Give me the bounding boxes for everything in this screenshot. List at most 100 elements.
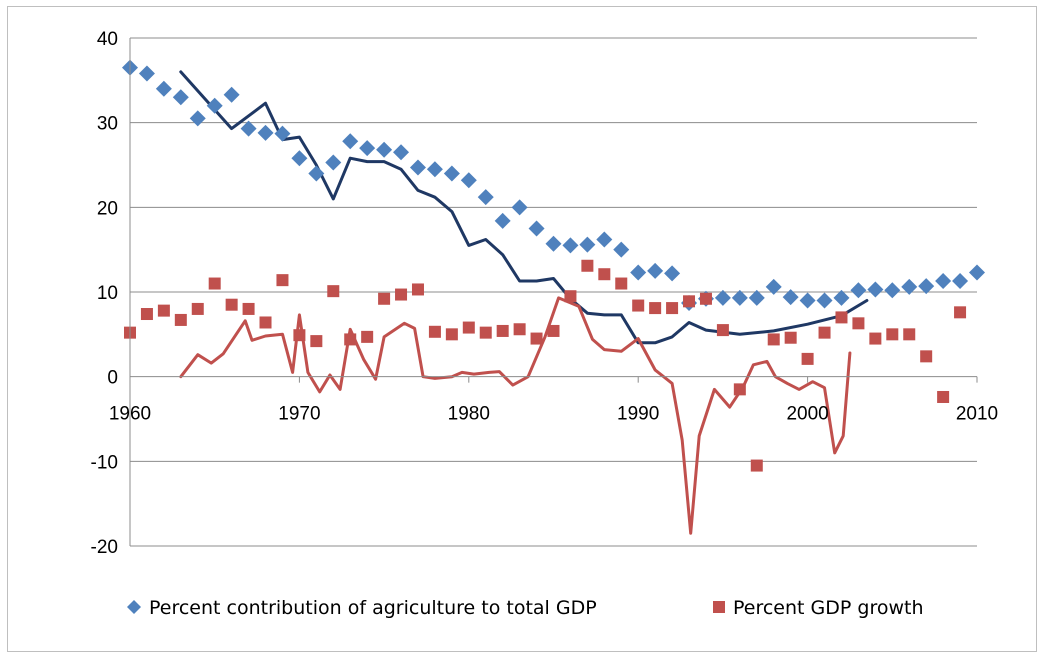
diamond-marker xyxy=(596,231,613,248)
diamond-marker xyxy=(613,241,630,258)
y-tick-label: 40 xyxy=(97,29,118,50)
diamond-marker xyxy=(477,189,494,206)
diamond-marker xyxy=(206,97,223,114)
x-tick-label: 1980 xyxy=(448,404,490,425)
square-marker xyxy=(666,302,679,315)
square-marker xyxy=(445,328,458,341)
diamond-marker xyxy=(528,220,545,237)
y-tick-label: 10 xyxy=(97,283,118,304)
square-marker xyxy=(157,304,170,317)
diamond-marker xyxy=(918,278,935,295)
trend-line-2 xyxy=(179,296,852,535)
square-marker xyxy=(564,290,577,303)
square-marker xyxy=(327,285,340,298)
square-marker xyxy=(818,326,831,339)
diamond-marker xyxy=(952,272,969,289)
x-tick-label: 1970 xyxy=(278,404,320,425)
square-marker xyxy=(920,350,933,363)
square-marker xyxy=(801,352,814,365)
square-marker xyxy=(954,306,967,319)
y-tick-label: 0 xyxy=(107,368,118,389)
square-marker xyxy=(276,274,289,287)
trend-line-1 xyxy=(179,70,869,345)
y-tick-label: 20 xyxy=(97,198,118,219)
square-marker xyxy=(903,328,916,341)
legend-label-gdp-growth: Percent GDP growth xyxy=(733,597,924,619)
square-marker xyxy=(496,324,509,337)
square-marker xyxy=(140,308,153,321)
diamond-marker xyxy=(833,289,850,306)
diamond-marker xyxy=(393,144,410,161)
diamond-marker xyxy=(325,154,342,171)
square-marker xyxy=(242,302,255,315)
diamond-marker xyxy=(901,278,918,295)
square-marker xyxy=(361,330,374,343)
square-marker xyxy=(174,313,187,326)
square-marker xyxy=(310,335,323,348)
square-marker xyxy=(479,326,492,339)
diamond-marker xyxy=(223,86,240,103)
diamond-marker xyxy=(969,264,985,281)
diamond-marker xyxy=(172,89,189,106)
square-marker xyxy=(581,259,594,272)
y-tick-label: 30 xyxy=(97,114,118,135)
square-marker xyxy=(649,302,662,315)
x-tick-label: 2010 xyxy=(956,404,998,425)
diamond-marker xyxy=(189,110,206,127)
square-marker xyxy=(513,323,526,336)
x-tick-label: 1960 xyxy=(109,404,151,425)
square-marker xyxy=(852,317,865,330)
square-marker xyxy=(395,288,408,301)
diamond-marker xyxy=(308,165,325,182)
diamond-marker xyxy=(291,150,308,167)
diamond-marker xyxy=(782,289,799,306)
legend: Percent contribution of agriculture to t… xyxy=(127,597,924,619)
y-tick-label: -10 xyxy=(91,452,118,473)
diamond-marker xyxy=(409,159,426,176)
diamond-marker xyxy=(155,80,172,97)
diamond-marker xyxy=(850,282,867,299)
square-marker xyxy=(530,332,543,345)
square-marker xyxy=(378,292,391,305)
diamond-marker xyxy=(884,282,901,299)
diamond-marker xyxy=(342,133,359,150)
diamond-marker xyxy=(494,212,511,229)
square-marker xyxy=(293,329,306,342)
diamond-marker xyxy=(240,120,257,137)
diamond-marker xyxy=(799,292,816,309)
square-marker xyxy=(598,268,611,281)
diamond-marker xyxy=(376,141,393,158)
square-marker xyxy=(344,333,357,346)
grid-lines xyxy=(130,37,977,547)
diamond-marker xyxy=(664,265,681,282)
diamond-marker xyxy=(867,281,884,298)
diamond-marker xyxy=(443,165,460,182)
x-tick-label: 2000 xyxy=(786,404,828,425)
diamond-marker xyxy=(647,262,664,279)
square-marker xyxy=(716,324,729,337)
square-marker xyxy=(835,311,848,324)
square-marker xyxy=(259,316,272,329)
square-marker xyxy=(886,328,899,341)
square-marker xyxy=(937,390,950,403)
square-marker xyxy=(411,283,424,296)
square-marker xyxy=(208,277,221,290)
square-marker xyxy=(750,459,763,472)
diamond-marker xyxy=(562,237,579,254)
y-tick-label: -20 xyxy=(91,537,118,558)
square-marker xyxy=(615,277,628,290)
square-marker xyxy=(733,383,746,396)
diamond-marker xyxy=(748,289,765,306)
square-marker xyxy=(784,331,797,344)
diamond-marker xyxy=(274,125,291,142)
square-marker xyxy=(869,332,882,345)
diamond-marker xyxy=(138,65,155,82)
diamond-marker xyxy=(714,289,731,306)
square-marker xyxy=(225,298,238,311)
diamond-marker xyxy=(630,264,647,281)
diamond-marker xyxy=(359,140,376,157)
diamond-marker xyxy=(935,272,952,289)
legend-label-agriculture: Percent contribution of agriculture to t… xyxy=(149,597,597,619)
diamond-marker xyxy=(257,124,274,141)
